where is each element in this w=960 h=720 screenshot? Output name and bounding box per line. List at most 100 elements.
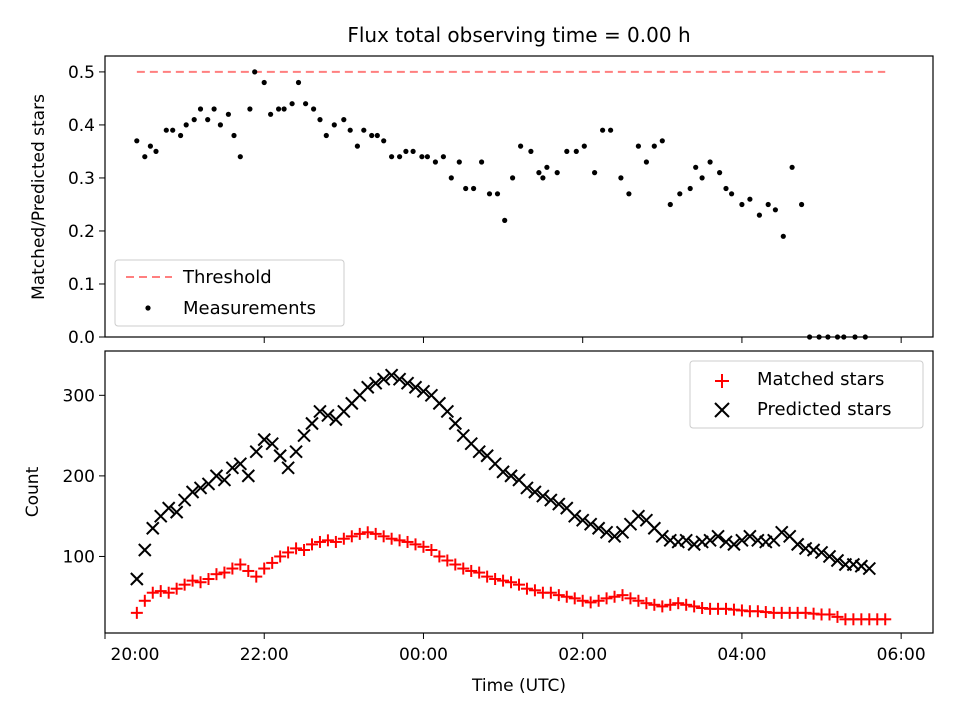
- matched-star-point: [306, 538, 318, 551]
- bottom-x-tick-label: 02:00: [558, 645, 607, 665]
- top-y-tick-label: 0.3: [68, 169, 95, 189]
- predicted-star-point: [273, 449, 287, 463]
- measurement-point: [381, 138, 387, 144]
- measurement-point: [217, 122, 223, 128]
- matched-star-point: [600, 592, 613, 605]
- matched-star-point: [409, 538, 422, 551]
- measurement-point: [799, 201, 805, 208]
- matched-star-point: [170, 582, 183, 595]
- measurement-point: [419, 154, 425, 160]
- top-legend-frame: [114, 259, 345, 327]
- predicted-star-point: [289, 445, 303, 459]
- matched-star-point: [242, 564, 255, 577]
- predicted-star-point: [321, 408, 335, 423]
- measurement-point: [479, 159, 485, 165]
- predicted-star-point: [161, 501, 176, 515]
- measurement-point: [659, 138, 665, 144]
- matched-star-point: [879, 613, 892, 626]
- predicted-star-point: [384, 368, 399, 382]
- matched-star-point: [632, 594, 645, 607]
- measurement-point: [276, 106, 282, 112]
- predicted-star-point: [591, 521, 606, 535]
- predicted-star-point: [631, 509, 646, 523]
- measurement-point: [693, 164, 699, 170]
- predicted-star-point: [790, 537, 805, 552]
- top-axes: 0.0 0.1 0.2 0.3 0.4 0.5 Matched/Predicted sta…: [29, 55, 934, 348]
- measurement-point: [600, 127, 606, 133]
- top-legend: Threshold Measurements: [114, 259, 345, 327]
- measurement-point: [354, 143, 360, 149]
- measurement-point: [707, 159, 713, 165]
- measurement-point: [303, 101, 309, 107]
- predicted-star-point: [703, 533, 717, 548]
- matched-star-point: [441, 554, 454, 567]
- predicted-star-point: [822, 549, 837, 564]
- bottom-x-tick-label: 22:00: [240, 645, 289, 665]
- measurement-point: [289, 101, 295, 107]
- matched-star-point: [425, 544, 438, 557]
- measurement-point: [528, 148, 534, 154]
- measurement-point: [536, 170, 542, 176]
- predicted-star-point: [679, 533, 693, 548]
- bottom-axes: 100 200 300 20:00 22:00 00:00 02:00 04:00 06:00…: [23, 350, 934, 696]
- matched-star-point: [218, 566, 231, 579]
- predicted-star-point: [528, 485, 542, 499]
- predicted-star-point: [663, 533, 677, 548]
- matched-star-point: [234, 558, 247, 571]
- matched-star-point: [321, 534, 334, 547]
- matched-star-point: [162, 586, 175, 599]
- predicted-star-point: [568, 509, 582, 523]
- top-y-tick-label: 0.0: [68, 328, 95, 348]
- predicted-star-point: [536, 489, 550, 503]
- measurement-point: [389, 154, 395, 160]
- matched-star-point: [584, 596, 597, 609]
- bottom-x-ticks: 20:00 22:00 00:00 02:00 04:00 06:00: [104, 633, 926, 665]
- measurement-point: [608, 127, 614, 133]
- x-axis-label: Time (UTC): [471, 676, 566, 696]
- predicted-star-point: [408, 380, 423, 394]
- measurement-point: [211, 106, 217, 112]
- measurement-point: [147, 143, 153, 149]
- matched-star-point: [266, 556, 279, 569]
- matched-star-point: [457, 562, 470, 575]
- measurement-point: [518, 143, 524, 149]
- predicted-star-point: [846, 557, 861, 572]
- matched-star-point: [345, 530, 358, 543]
- matched-star-point: [465, 564, 478, 577]
- bottom-legend-frame: [689, 360, 924, 429]
- legend-predicted-label: Predicted stars: [757, 399, 891, 420]
- top-y-tick-label: 0.4: [68, 116, 95, 136]
- predicted-star-point: [241, 469, 256, 483]
- chart-title: Flux total observing time = 0.00 h: [347, 23, 690, 47]
- measurement-point: [540, 175, 546, 181]
- predicted-star-point: [751, 533, 765, 548]
- predicted-star-point: [392, 372, 407, 386]
- measurement-point: [643, 159, 650, 165]
- measurement-point: [183, 122, 189, 128]
- matched-star-point: [823, 608, 836, 621]
- predicted-star-point: [830, 553, 845, 568]
- measurement-point: [268, 111, 274, 117]
- matched-star-point: [178, 578, 191, 591]
- measurement-point: [178, 132, 184, 139]
- matched-star-point: [282, 546, 295, 559]
- predicted-star-point: [544, 493, 558, 507]
- bottom-x-tick-label: 06:00: [877, 645, 926, 665]
- matched-star-point: [361, 526, 374, 539]
- measurement-point: [163, 127, 169, 133]
- measurement-point: [440, 154, 446, 160]
- measurement-point: [618, 175, 624, 181]
- measurement-point: [717, 170, 723, 176]
- matched-star-point: [449, 558, 462, 571]
- predicted-star-point: [305, 416, 319, 431]
- legend-matched-swatch: [715, 374, 729, 388]
- matched-star-point: [688, 600, 701, 613]
- bottom-legend: Matched stars Predicted stars: [689, 360, 924, 429]
- measurement-point: [494, 191, 501, 197]
- matched-star-point: [337, 532, 350, 545]
- measurement-point: [397, 154, 403, 160]
- matched-star-point: [313, 535, 326, 548]
- matched-star-point: [592, 594, 605, 607]
- legend-matched-label: Matched stars: [757, 369, 884, 390]
- measurement-point: [311, 106, 317, 112]
